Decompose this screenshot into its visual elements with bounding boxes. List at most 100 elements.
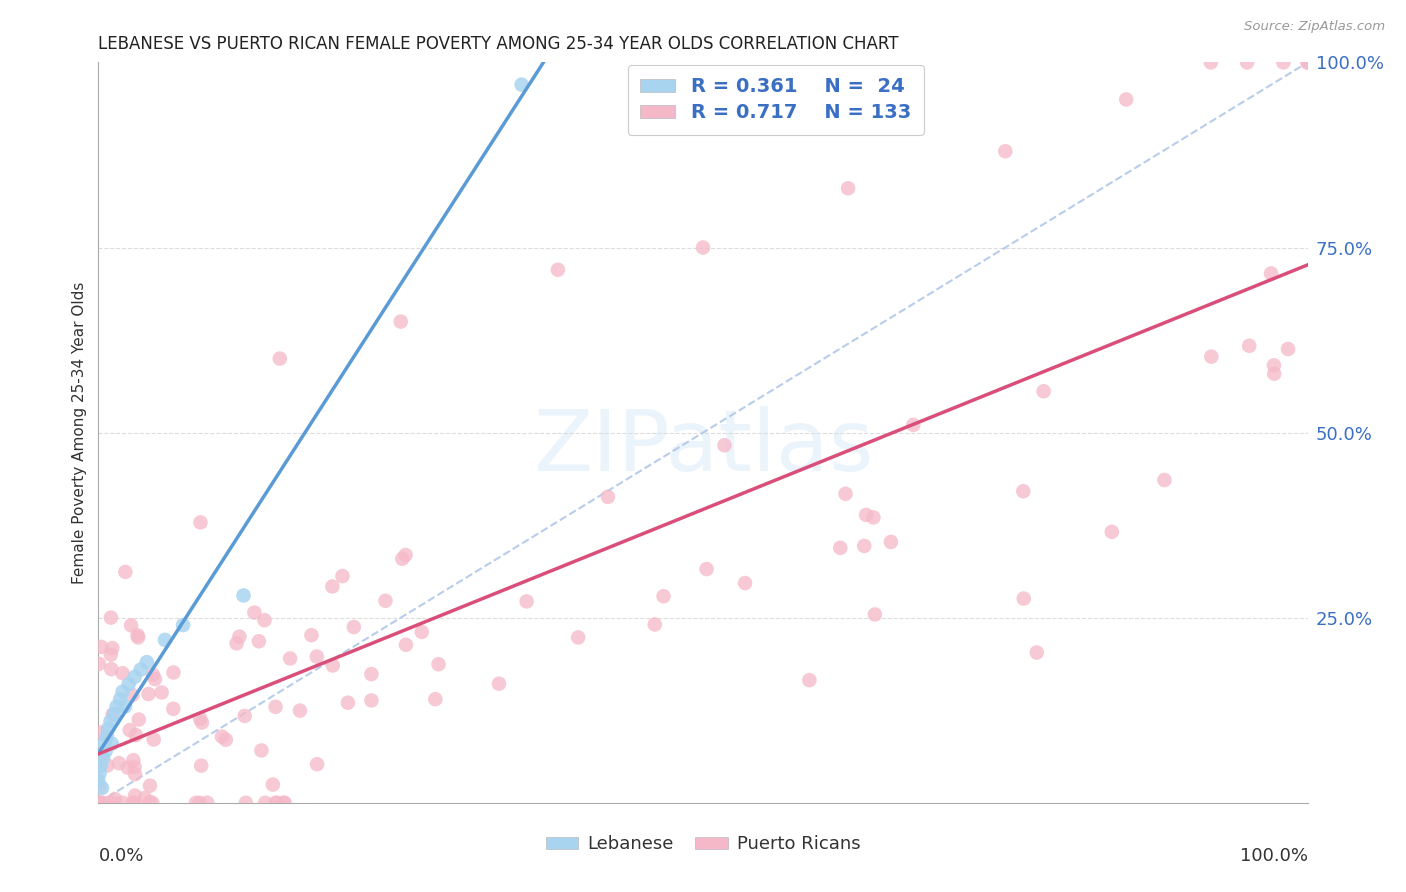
- Point: [104, 792, 127, 806]
- Point: [1012, 484, 1035, 499]
- Point: [125, 728, 148, 742]
- Point: [425, 692, 447, 706]
- Point: [1025, 646, 1047, 660]
- Point: [188, 796, 211, 810]
- Point: [1032, 384, 1054, 399]
- Point: [142, 732, 165, 747]
- Point: [153, 632, 176, 647]
- Point: [652, 589, 675, 603]
- Point: [837, 181, 859, 195]
- Point: [863, 607, 886, 622]
- Point: [510, 78, 533, 92]
- Point: [89, 796, 111, 810]
- Point: [195, 796, 218, 810]
- Point: [834, 487, 856, 501]
- Point: [101, 641, 124, 656]
- Point: [395, 638, 418, 652]
- Point: [134, 791, 156, 805]
- Point: [233, 709, 256, 723]
- Point: [360, 667, 382, 681]
- Point: [87, 796, 110, 810]
- Point: [264, 699, 287, 714]
- Point: [100, 737, 122, 751]
- Point: [108, 756, 131, 771]
- Point: [105, 699, 128, 714]
- Point: [120, 618, 142, 632]
- Point: [97, 796, 120, 810]
- Point: [264, 796, 287, 810]
- Point: [1201, 350, 1223, 364]
- Point: [162, 702, 184, 716]
- Point: [1153, 473, 1175, 487]
- Point: [127, 628, 149, 642]
- Point: [101, 707, 124, 722]
- Point: [103, 796, 125, 810]
- Point: [360, 693, 382, 707]
- Point: [114, 565, 136, 579]
- Point: [103, 706, 125, 721]
- Point: [391, 551, 413, 566]
- Point: [1263, 367, 1285, 381]
- Point: [903, 417, 925, 432]
- Point: [596, 490, 619, 504]
- Point: [305, 649, 328, 664]
- Point: [172, 618, 194, 632]
- Point: [121, 688, 143, 702]
- Point: [411, 624, 433, 639]
- Point: [374, 594, 396, 608]
- Point: [111, 666, 134, 681]
- Point: [734, 576, 756, 591]
- Point: [644, 617, 666, 632]
- Point: [273, 796, 295, 810]
- Point: [389, 314, 412, 328]
- Point: [243, 606, 266, 620]
- Point: [129, 663, 152, 677]
- Point: [138, 687, 160, 701]
- Point: [235, 796, 257, 810]
- Point: [215, 732, 238, 747]
- Point: [184, 796, 207, 810]
- Point: [488, 676, 510, 690]
- Y-axis label: Female Poverty Among 25-34 Year Olds: Female Poverty Among 25-34 Year Olds: [72, 282, 87, 583]
- Point: [94, 744, 117, 758]
- Point: [830, 541, 852, 555]
- Point: [254, 796, 277, 810]
- Point: [111, 796, 134, 810]
- Point: [135, 655, 157, 669]
- Point: [1263, 359, 1285, 373]
- Point: [139, 779, 162, 793]
- Point: [121, 796, 143, 810]
- Point: [142, 667, 165, 681]
- Point: [124, 796, 146, 810]
- Point: [853, 539, 876, 553]
- Point: [394, 548, 416, 562]
- Point: [332, 569, 354, 583]
- Point: [322, 658, 344, 673]
- Point: [288, 704, 311, 718]
- Point: [1260, 267, 1282, 281]
- Point: [799, 673, 821, 687]
- Point: [1115, 92, 1137, 106]
- Point: [127, 631, 149, 645]
- Point: [262, 778, 284, 792]
- Text: 0.0%: 0.0%: [98, 847, 143, 865]
- Point: [117, 761, 139, 775]
- Point: [696, 562, 718, 576]
- Point: [90, 725, 112, 739]
- Text: 100.0%: 100.0%: [1240, 847, 1308, 865]
- Point: [118, 677, 141, 691]
- Point: [100, 648, 122, 662]
- Point: [124, 670, 146, 684]
- Point: [122, 753, 145, 767]
- Point: [862, 510, 884, 524]
- Point: [1236, 55, 1258, 70]
- Point: [143, 672, 166, 686]
- Point: [150, 685, 173, 699]
- Point: [253, 613, 276, 627]
- Point: [273, 796, 295, 810]
- Point: [96, 729, 118, 743]
- Point: [994, 145, 1017, 159]
- Text: ZIPatlas: ZIPatlas: [533, 406, 873, 489]
- Point: [1199, 55, 1222, 70]
- Point: [266, 796, 288, 810]
